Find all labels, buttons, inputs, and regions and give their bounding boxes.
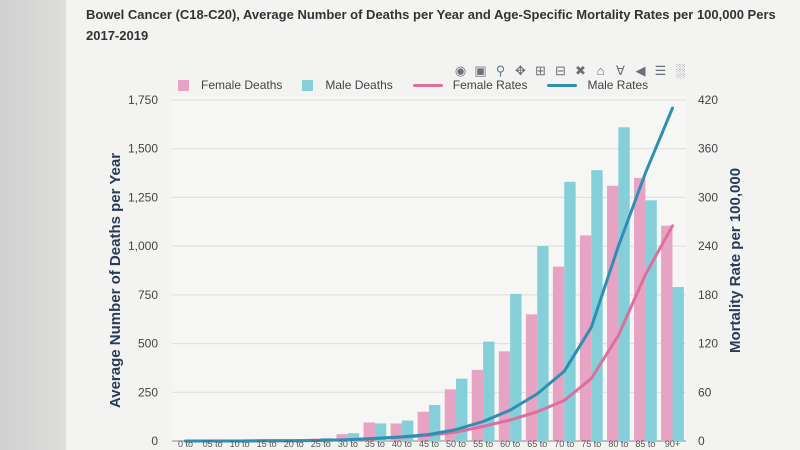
bar	[661, 225, 673, 441]
x-tick-label: 05 to	[203, 439, 223, 449]
chart-legend: Female Deaths Male Deaths Female Rates M…	[178, 76, 668, 94]
x-tick-label: 60 to	[500, 439, 520, 449]
x-tick-label: 50 to	[446, 439, 466, 449]
bar	[552, 266, 565, 441]
legend-swatch	[302, 79, 314, 91]
y-tick-label: 0	[151, 434, 158, 448]
y2-tick-label: 120	[698, 337, 718, 351]
bar	[483, 341, 495, 441]
y-tick-label: 500	[138, 337, 158, 351]
legend-item-male-deaths[interactable]: Male Deaths	[302, 78, 393, 92]
bar	[645, 200, 657, 441]
x-tick-label: 90+	[665, 439, 680, 449]
x-tick-label: 0 to	[178, 439, 193, 449]
x-tick-label: 45 to	[419, 439, 439, 449]
bar	[672, 287, 684, 441]
x-tick-label: 80 to	[608, 439, 628, 449]
y2-tick-label: 240	[698, 239, 718, 253]
x-tick-label: 40 to	[392, 439, 412, 449]
chart-title-line2: 2017-2019	[86, 28, 149, 43]
x-tick-label: 35 to	[365, 439, 385, 449]
x-tick-label: 70 to	[554, 439, 574, 449]
bar	[336, 434, 348, 441]
y2-tick-label: 0	[698, 434, 705, 448]
modebar: ◉ ▣ ⚲ ✥ ⊞ ⊟ ✖ ⌂ ∀ ◀ ☰ ░	[452, 62, 689, 80]
x-tick-label: 30 to	[338, 439, 358, 449]
pan-icon[interactable]: ✥	[515, 63, 526, 78]
bar	[607, 185, 619, 441]
y-tick-label: 1,250	[128, 190, 158, 204]
legend-swatch	[547, 83, 578, 87]
autoscale-icon[interactable]: ✖	[575, 63, 586, 78]
x-tick-label: 75 to	[581, 439, 601, 449]
bar	[510, 293, 522, 441]
bar	[498, 351, 511, 441]
legend-item-female-deaths[interactable]: Female Deaths	[178, 78, 282, 92]
legend-item-female-rates[interactable]: Female Rates	[412, 78, 528, 92]
x-tick-label: 15 to	[257, 439, 277, 449]
hover-compare-icon[interactable]: ☰	[654, 63, 667, 78]
bar	[429, 404, 441, 441]
bar	[471, 369, 484, 441]
bar	[456, 378, 468, 441]
chart-title-line1: Bowel Cancer (C18-C20), Average Number o…	[86, 7, 776, 22]
legend-label: Female Deaths	[201, 78, 283, 92]
plotly-logo-icon[interactable]: ░	[675, 63, 686, 78]
bar	[564, 181, 576, 441]
y-tick-label: 1,000	[128, 239, 158, 253]
x-tick-label: 65 to	[527, 439, 547, 449]
series-line	[184, 106, 674, 443]
bar	[347, 433, 360, 441]
zoom-icon[interactable]: ⚲	[495, 63, 506, 78]
legend-label: Male Deaths	[325, 78, 393, 92]
y-tick-label: 250	[138, 385, 158, 399]
y-tick-label: 1,750	[128, 93, 158, 107]
chart-title: Bowel Cancer (C18-C20), Average Number o…	[86, 4, 800, 46]
bar	[374, 423, 387, 441]
x-tick-label: 25 to	[311, 439, 331, 449]
y2-tick-label: 300	[698, 190, 718, 204]
y2-tick-label: 60	[698, 385, 712, 399]
bar	[444, 389, 457, 441]
y2-tick-label: 360	[698, 142, 718, 156]
x-tick-label: 85 to	[635, 439, 655, 449]
bar	[363, 422, 375, 441]
y2-tick-label: 420	[698, 93, 718, 107]
legend-label: Male Rates	[587, 78, 649, 92]
legend-item-male-rates[interactable]: Male Rates	[547, 78, 648, 92]
spike-lines-icon[interactable]: ∀	[616, 63, 625, 78]
legend-swatch	[178, 79, 189, 91]
bar	[401, 420, 414, 441]
legend-label: Female Rates	[452, 78, 528, 92]
y-axis-title: Average Number of Deaths per Year	[107, 153, 124, 408]
bar	[390, 423, 402, 441]
y-tick-label: 1,500	[128, 142, 158, 156]
zoom-out-icon[interactable]: ⊟	[555, 63, 566, 78]
bar	[634, 177, 646, 441]
hover-closest-icon[interactable]: ◀	[635, 63, 646, 78]
camera-icon[interactable]: ◉	[454, 63, 467, 78]
save-icon[interactable]: ▣	[474, 63, 487, 78]
bar	[525, 314, 538, 441]
x-tick-label: 20 to	[284, 439, 304, 449]
x-tick-label: 10 to	[230, 439, 250, 449]
y-tick-label: 750	[138, 288, 158, 302]
home-icon[interactable]: ⌂	[596, 63, 605, 78]
bar	[618, 127, 630, 441]
bar	[537, 246, 549, 441]
bar	[417, 411, 429, 441]
y2-axis-title: Mortality Rate per 100,000	[727, 168, 744, 353]
legend-swatch	[412, 83, 443, 87]
x-tick-label: 55 to	[473, 439, 493, 449]
zoom-in-icon[interactable]: ⊞	[535, 63, 546, 78]
y2-tick-label: 180	[698, 288, 718, 302]
